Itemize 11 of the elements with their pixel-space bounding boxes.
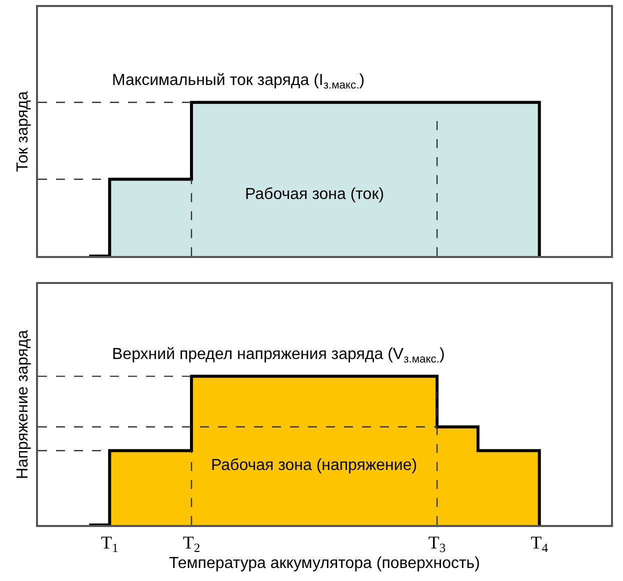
x-axis-title: Температура аккумулятора (поверхность) (169, 555, 480, 572)
x-tick-label: T$_{3}$ (428, 532, 446, 556)
y-axis-title: Ток заряда (14, 91, 32, 172)
y-axis-title: Напряжение заряда (14, 330, 32, 480)
text: Максимальный ток заряда (I$_{з.макс.}$) (112, 72, 365, 92)
annotation: Рабочая зона (ток) (245, 186, 384, 203)
text: Верхний предел напряжения заряда (V$_{з.макс.}$) (112, 346, 445, 366)
x-tick-label: T$_{4}$ (530, 532, 549, 556)
annotation: Рабочая зона (напряжение) (211, 457, 418, 474)
x-tick-label: T$_{2}$ (182, 532, 200, 556)
x-tick-label: T$_{1}$ (100, 532, 118, 556)
